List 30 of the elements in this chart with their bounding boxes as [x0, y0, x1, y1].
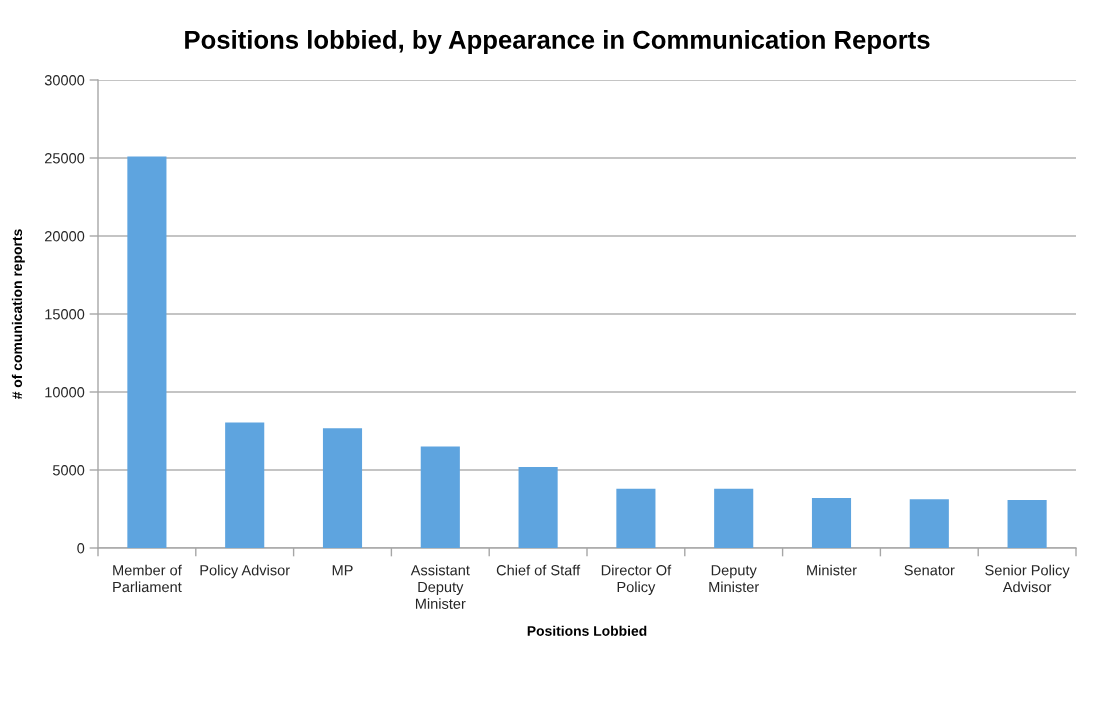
x-tick-label: Member of Parliament [113, 564, 182, 593]
bar [518, 466, 558, 548]
y-tick-label: 30000 [44, 75, 85, 86]
y-tick-label: 10000 [45, 387, 85, 398]
bar [127, 156, 167, 548]
y-tick-label: 15000 [45, 309, 85, 320]
bar [420, 446, 460, 548]
bar [811, 498, 852, 548]
bar [909, 499, 949, 548]
chart-title: Positions lobbied, by Appearance in Communication Reports [185, 30, 930, 54]
y-tick-label: 25000 [44, 153, 85, 164]
y-axis-title: # of comunication reports [11, 229, 25, 400]
x-tick-label: MP [332, 565, 353, 576]
x-tick-label: Deputy Minister [709, 565, 759, 593]
x-tick-label: Chief of Staff [496, 564, 581, 576]
y-tick-label: 5000 [52, 465, 85, 476]
x-axis-title: Positions Lobbied [527, 625, 647, 636]
y-tick-label: 0 [77, 543, 85, 554]
bar [322, 428, 363, 548]
bar [1007, 499, 1047, 548]
bar [225, 422, 265, 548]
x-tick-label: Assistant Deputy Minister [410, 564, 470, 609]
bar [616, 488, 656, 548]
x-tick-label: Senior Policy Advisor [985, 564, 1070, 593]
y-tick-label: 20000 [44, 231, 85, 242]
x-tick-label: Minister [807, 564, 857, 576]
x-tick-label: Policy Advisor [200, 564, 290, 579]
x-tick-label: Senator [904, 565, 955, 576]
bar [714, 488, 754, 548]
x-tick-label: Director Of Policy [601, 564, 672, 596]
